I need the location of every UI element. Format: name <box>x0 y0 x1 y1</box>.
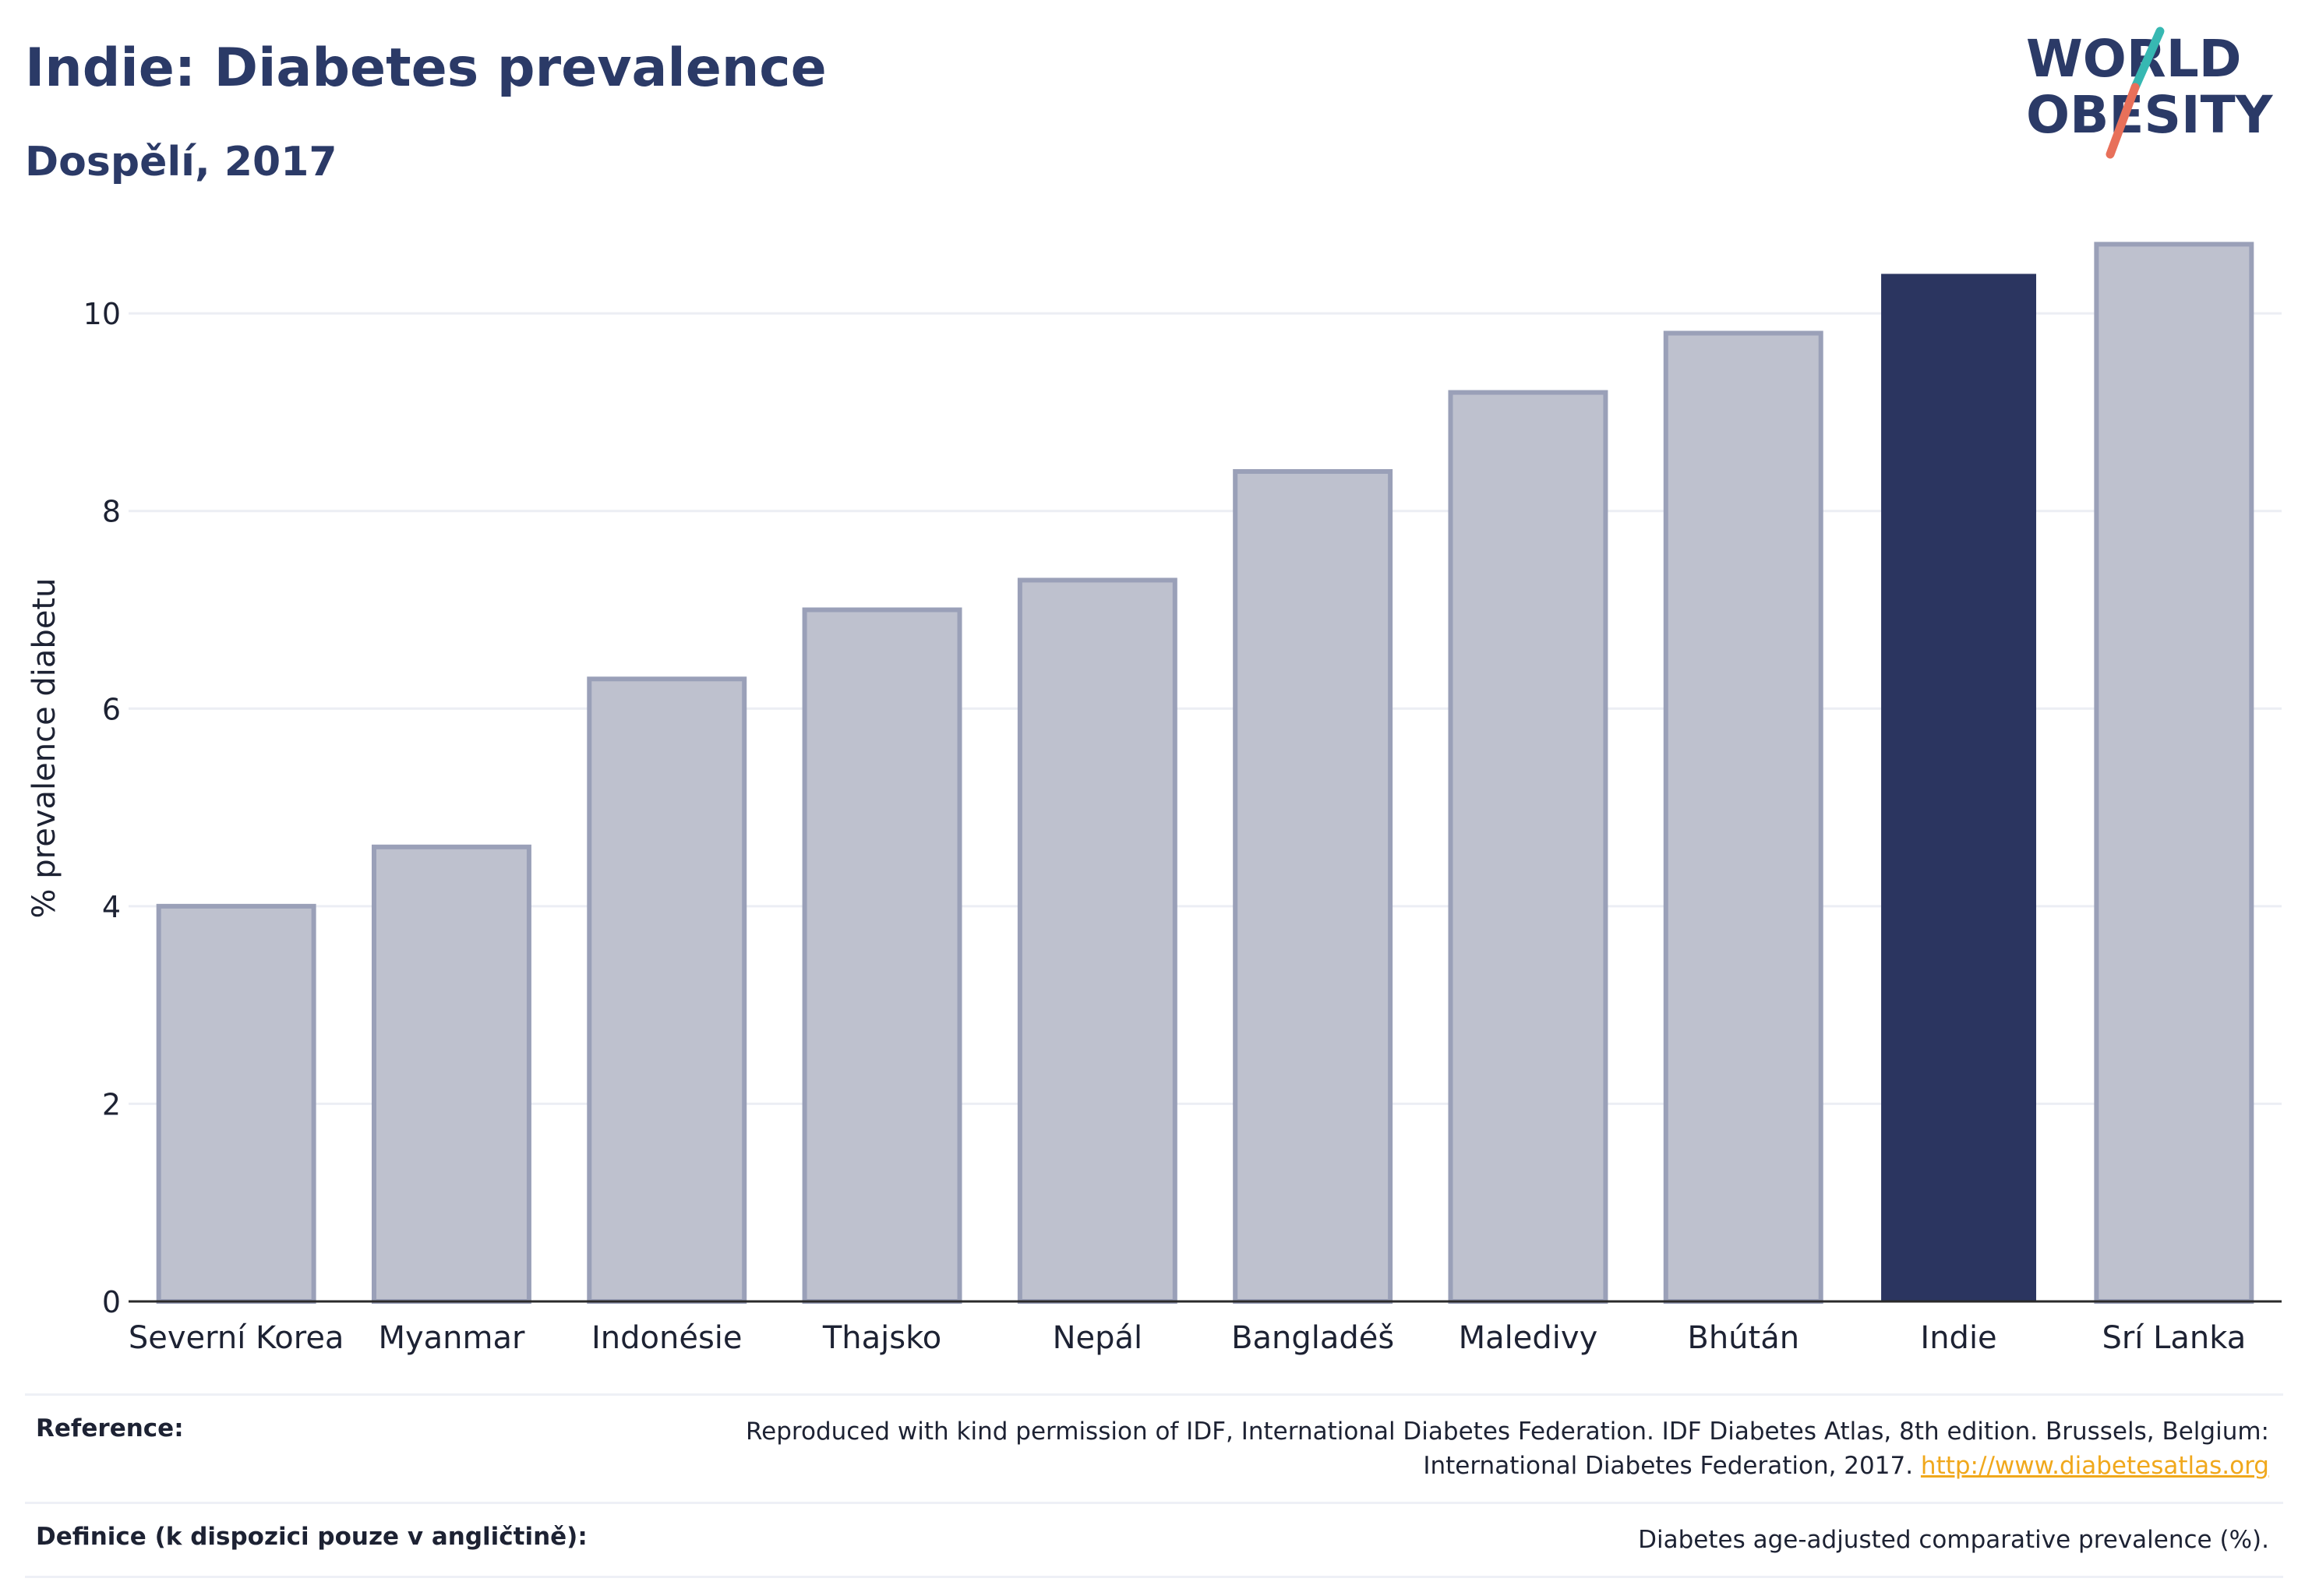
diabetes-atlas-link[interactable]: http://www.diabetesatlas.org <box>1920 1452 2269 1480</box>
x-tick-label: Nepál <box>1053 1320 1143 1356</box>
chart-subtitle: Dospělí, 2017 <box>25 139 337 185</box>
y-tick-label: 8 <box>102 495 121 529</box>
x-tick-label: Bhútán <box>1687 1320 1799 1356</box>
bar <box>1233 469 1393 1304</box>
bar <box>802 607 962 1304</box>
x-tick-label: Indonésie <box>591 1320 743 1356</box>
bar <box>371 844 531 1305</box>
bars <box>156 242 2254 1305</box>
axes: 0 2 4 6 8 10 Severní Korea Myanmar Indonésie Thaj… <box>83 297 2282 1356</box>
logo-slash-orange <box>2106 83 2140 159</box>
logo-line-obesity: OBESITY <box>2026 85 2274 145</box>
y-axis-label: % prevalence diabetu <box>26 578 62 919</box>
y-tick-label: 10 <box>83 297 121 331</box>
definition-row: Definice (k dispozici pouze v angličtině… <box>25 1502 2283 1578</box>
x-tick-label: Maledivy <box>1459 1320 1598 1356</box>
x-tick-label: Myanmar <box>378 1320 525 1356</box>
x-tick-label: Severní Korea <box>129 1320 344 1356</box>
bar <box>1663 330 1823 1304</box>
reference-table: Reference: Reproduced with kind permissi… <box>25 1393 2283 1578</box>
x-tick-label: Srí Lanka <box>2102 1320 2246 1356</box>
reference-text: Reproduced with kind permission of IDF, … <box>746 1414 2269 1483</box>
y-tick-label: 0 <box>102 1285 121 1319</box>
chart-title: Indie: Diabetes prevalence <box>25 37 827 99</box>
bar <box>156 903 316 1305</box>
bar <box>1017 577 1177 1304</box>
bar <box>2094 242 2254 1305</box>
logo-slash-teal <box>2130 26 2165 92</box>
x-tick-label: Bangladéš <box>1231 1320 1394 1356</box>
definition-text: Diabetes age-adjusted comparative preval… <box>1638 1526 2269 1554</box>
bar-chart: 0 2 4 6 8 10 Severní Korea Myanmar Indonésie Thaj… <box>26 242 2282 1356</box>
logo-line-world: WORLD <box>2026 29 2242 89</box>
world-obesity-logo: WORLD OBESITY <box>2026 26 2274 159</box>
y-tick-label: 6 <box>102 692 121 726</box>
bar <box>587 676 747 1304</box>
reference-line-1: Reproduced with kind permission of IDF, … <box>746 1418 2269 1446</box>
reference-line-2: International Diabetes Federation, 2017. <box>1423 1452 1914 1480</box>
reference-label: Reference: <box>36 1414 184 1442</box>
y-tick-label: 2 <box>102 1087 121 1121</box>
bar <box>1448 390 1608 1305</box>
x-tick-label: Indie <box>1920 1320 1996 1356</box>
reference-row: Reference: Reproduced with kind permissi… <box>25 1393 2283 1502</box>
definition-label: Definice (k dispozici pouze v angličtině… <box>36 1523 588 1551</box>
y-tick-label: 4 <box>102 890 121 924</box>
x-tick-label: Thajsko <box>822 1320 941 1356</box>
bar <box>1881 274 2037 1301</box>
